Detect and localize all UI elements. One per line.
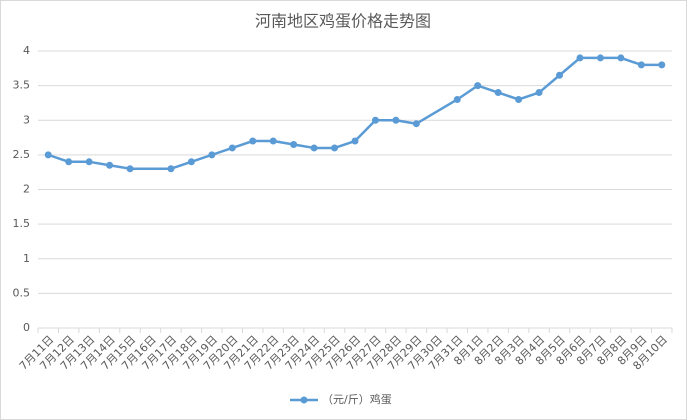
data-point (392, 116, 400, 124)
data-point (208, 151, 216, 159)
data-point (658, 61, 666, 69)
line-segment (170, 160, 192, 170)
data-point (187, 158, 195, 166)
y-tick-label: 1.5 (13, 217, 31, 230)
data-point (65, 158, 73, 166)
y-tick-label: 3 (23, 113, 30, 126)
y-tick-label: 3.5 (13, 79, 31, 92)
line-segment (558, 56, 581, 77)
data-point (290, 140, 298, 148)
data-point (371, 116, 379, 124)
data-point (331, 144, 339, 152)
y-tick-label: 2.5 (13, 148, 31, 161)
data-point (167, 165, 175, 173)
data-point (535, 89, 543, 97)
line-segment (415, 98, 458, 125)
line-segment (211, 146, 233, 157)
data-point (617, 54, 625, 62)
line-segment (334, 139, 356, 150)
data-point (126, 165, 134, 173)
y-tick-label: 1 (23, 252, 30, 265)
data-point (576, 54, 584, 62)
data-point (249, 137, 257, 145)
y-tick-label: 2 (23, 183, 30, 196)
data-point (228, 144, 236, 152)
data-point (494, 89, 502, 97)
data-point (269, 137, 277, 145)
y-tick-label: 0.5 (13, 286, 31, 299)
line-segment (354, 119, 377, 142)
data-point (474, 82, 482, 90)
data-point (453, 95, 461, 103)
data-point (515, 95, 523, 103)
data-point (596, 54, 604, 62)
line-segment (518, 91, 540, 101)
line-segment (497, 91, 520, 101)
data-point (412, 120, 420, 128)
line-segment (538, 74, 561, 94)
line-segment (190, 153, 213, 163)
line-segment (477, 84, 499, 94)
data-point (310, 144, 318, 152)
data-point (637, 61, 645, 69)
line-segment (231, 139, 254, 150)
data-point (556, 71, 564, 79)
data-point (44, 151, 52, 159)
line-segment (620, 56, 642, 67)
data-point (351, 137, 359, 145)
data-point (85, 158, 93, 166)
y-tick-label: 0 (23, 321, 30, 334)
line-segment (47, 153, 70, 163)
legend-marker (300, 396, 308, 404)
data-point (106, 161, 114, 169)
y-tick-label: 4 (23, 44, 30, 57)
legend-label: （元/斤）鸡蛋 (322, 392, 392, 406)
line-segment (456, 84, 479, 101)
chart-title: 河南地区鸡蛋价格走势图 (255, 12, 431, 31)
